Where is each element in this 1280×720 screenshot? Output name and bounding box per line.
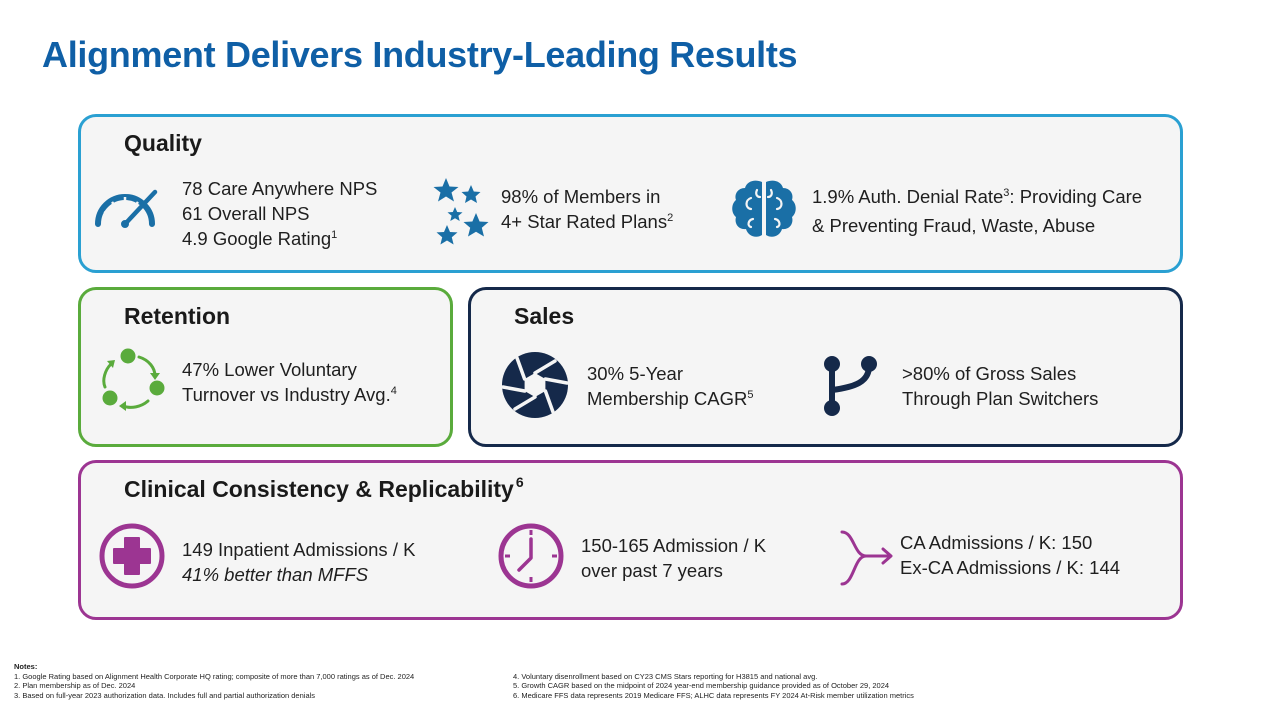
note-4: 4. Voluntary disenrollment based on CY23… xyxy=(513,671,818,681)
ca-stat-line-2: Ex-CA Admissions / K: 144 xyxy=(900,557,1121,578)
notes-left: Notes: 1. Google Rating based on Alignme… xyxy=(14,662,414,700)
retention-panel xyxy=(78,287,453,447)
switchers-stat-line-1: >80% of Gross Sales xyxy=(902,363,1077,384)
quality-denial-stat: 1.9% Auth. Denial Rate3: Providing Care … xyxy=(812,184,1142,238)
footnote-ref-1: 1 xyxy=(331,229,338,241)
note-1: 1. Google Rating based on Alignment Heal… xyxy=(14,671,415,681)
sales-switchers-stat: >80% of Gross Sales Through Plan Switche… xyxy=(902,361,1098,411)
retention-heading: Retention xyxy=(124,303,231,329)
quality-star-stat: 98% of Members in 4+ Star Rated Plans2 xyxy=(501,184,673,238)
quality-heading: Quality xyxy=(124,130,202,156)
clock-icon xyxy=(498,523,564,589)
footnote-ref-4: 4 xyxy=(390,385,397,397)
cycle-icon xyxy=(102,348,165,411)
stars-icon xyxy=(433,178,489,245)
note-3: 3. Based on full-year 2023 authorization… xyxy=(14,690,316,700)
denial-rate: 1.9% Auth. Denial Rate xyxy=(812,186,1004,207)
aperture-icon xyxy=(501,352,569,418)
quality-nps-stat: 78 Care Anywhere NPS 61 Overall NPS 4.9 … xyxy=(182,176,377,255)
clinical-heading-text: Clinical Consistency & Replicability xyxy=(124,476,514,502)
branch-icon xyxy=(824,356,877,416)
admissions-stat-line-1: 149 Inpatient Admissions / K xyxy=(182,539,416,560)
range-stat-line-2: over past 7 years xyxy=(581,560,723,581)
clinical-ca-stat: CA Admissions / K: 150 Ex-CA Admissions … xyxy=(900,530,1120,580)
note-5: 5. Growth CAGR based on the midpoint of … xyxy=(513,681,890,691)
cagr-stat-line-2: Membership CAGR xyxy=(587,388,748,409)
switchers-stat-line-2: Through Plan Switchers xyxy=(902,388,1099,409)
denial-stat-line-1-tail: : Providing Care xyxy=(1009,186,1143,207)
turnover-stat-line-2: Turnover vs Industry Avg. xyxy=(182,384,391,405)
clinical-range-stat: 150-165 Admission / K over past 7 years xyxy=(581,533,766,583)
sales-cagr-stat: 30% 5-Year Membership CAGR5 xyxy=(587,361,754,415)
star-stat-line-2: 4+ Star Rated Plans xyxy=(501,211,668,232)
google-rating: 4.9 Google Rating xyxy=(182,228,332,249)
overall-nps: 61 Overall NPS xyxy=(182,203,310,224)
footnote-ref-5: 5 xyxy=(747,389,754,401)
clinical-panel xyxy=(78,460,1183,620)
merge-arrow-icon xyxy=(840,530,893,586)
range-stat-line-1: 150-165 Admission / K xyxy=(581,535,767,556)
quality-panel xyxy=(78,114,1183,273)
speedometer-icon xyxy=(95,189,158,228)
footnote-ref-6: 6 xyxy=(515,474,524,490)
medical-cross-icon xyxy=(99,523,165,589)
clinical-admissions-stat: 149 Inpatient Admissions / K 41% better … xyxy=(182,537,415,587)
clinical-heading: Clinical Consistency & Replicability 6 xyxy=(124,474,524,503)
care-anywhere-nps: 78 Care Anywhere NPS xyxy=(182,178,378,199)
turnover-stat-line-1: 47% Lower Voluntary xyxy=(182,359,357,380)
notes-heading: Notes: xyxy=(14,662,38,671)
brain-icon xyxy=(732,180,796,237)
footnote-ref-3: 3 xyxy=(1003,187,1010,199)
page-title: Alignment Delivers Industry-Leading Resu… xyxy=(42,34,798,75)
note-6: 6. Medicare FFS data represents 2019 Med… xyxy=(513,690,914,700)
notes-right: 4. Voluntary disenrollment based on CY23… xyxy=(513,672,914,701)
cagr-stat-line-1: 30% 5-Year xyxy=(587,363,683,384)
admissions-stat-line-2: 41% better than MFFS xyxy=(182,564,369,585)
sales-heading: Sales xyxy=(514,303,575,329)
retention-turnover-stat: 47% Lower Voluntary Turnover vs Industry… xyxy=(182,357,397,411)
footnote-ref-2: 2 xyxy=(667,212,674,224)
ca-stat-line-1: CA Admissions / K: 150 xyxy=(900,532,1093,553)
denial-stat-line-2: & Preventing Fraud, Waste, Abuse xyxy=(812,215,1096,236)
star-stat-line-1: 98% of Members in xyxy=(501,186,661,207)
note-2: 2. Plan membership as of Dec. 2024 xyxy=(14,681,136,691)
